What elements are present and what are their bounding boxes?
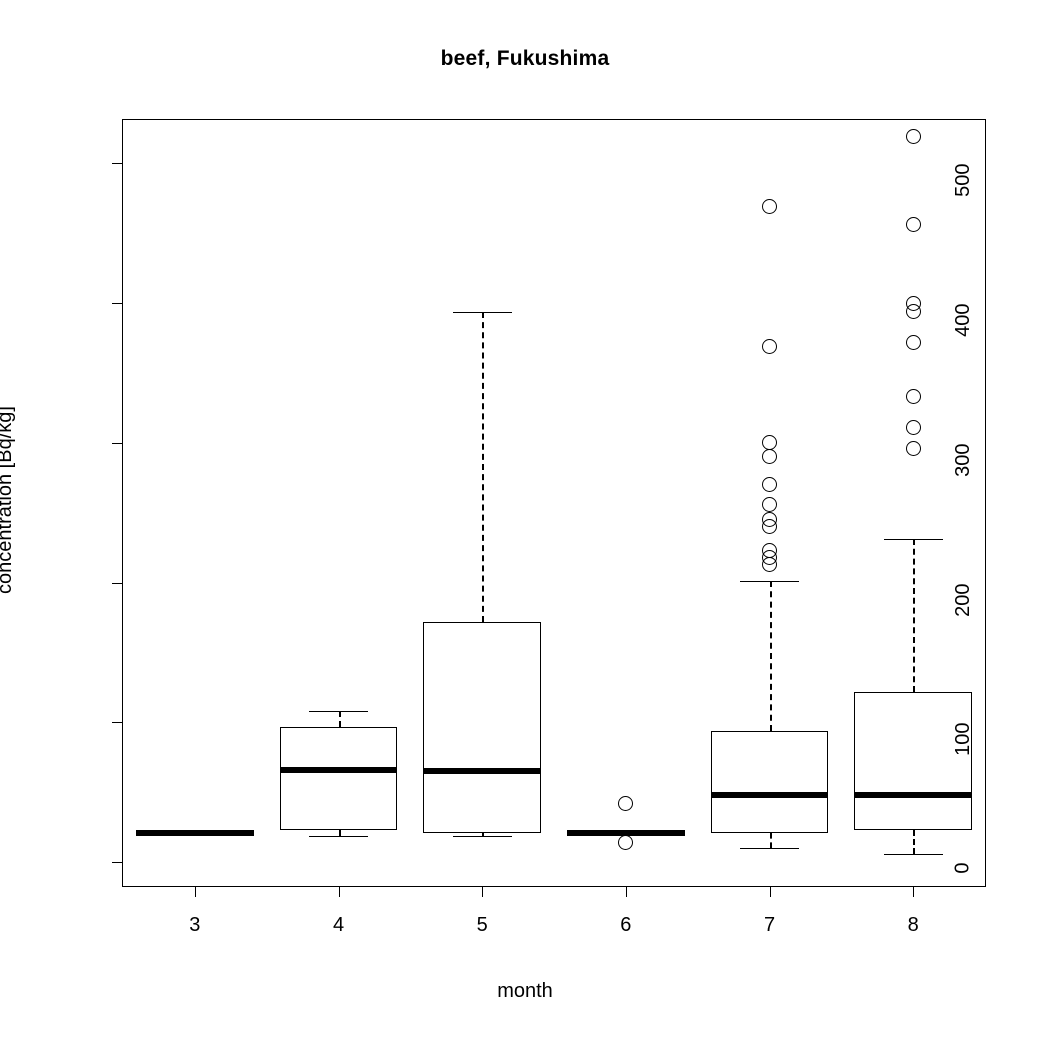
box-median-line (423, 768, 542, 775)
y-axis-tick-label: 400 (951, 303, 974, 337)
whisker-cap-upper (309, 711, 368, 713)
whisker-cap-lower (740, 848, 799, 850)
x-axis-tick-label: 8 (907, 914, 919, 936)
x-axis-label: month (497, 980, 553, 1002)
whisker-lower (913, 830, 916, 854)
x-axis-tick (625, 886, 627, 897)
box-median-line (135, 829, 254, 836)
boxplot-group (123, 120, 985, 886)
box-iqr (854, 691, 973, 831)
whisker-lower (482, 832, 485, 836)
y-axis-tick (112, 722, 123, 724)
plot-area (123, 120, 985, 886)
outlier-point (762, 338, 777, 354)
y-axis-tick-label: 300 (951, 443, 974, 477)
x-axis-tick (194, 886, 196, 897)
whisker-upper (482, 311, 485, 622)
boxplot-group (123, 120, 985, 886)
outlier-point (618, 796, 634, 812)
outlier-point (905, 334, 921, 350)
outlier-point (905, 129, 921, 145)
box-median-line (854, 792, 973, 799)
y-axis-tick (112, 303, 123, 305)
box-median-line (566, 829, 685, 836)
boxplot-group (123, 120, 985, 886)
outlier-point (905, 217, 921, 233)
chart-title: beef, Fukushima (440, 47, 610, 70)
whisker-cap-upper (883, 539, 943, 541)
outlier-point (762, 496, 777, 512)
outlier-point (905, 389, 921, 405)
y-axis-tick (112, 862, 123, 864)
outlier-point (618, 835, 634, 851)
whisker-upper (913, 539, 916, 692)
outlier-point (762, 199, 777, 215)
x-axis-tick (913, 886, 915, 897)
box-median-line (279, 766, 398, 773)
whisker-upper (769, 581, 772, 731)
x-axis-tick (769, 886, 771, 897)
x-axis-tick-label: 3 (189, 914, 201, 936)
whisker-cap-lower (883, 853, 943, 855)
outlier-point (762, 477, 777, 493)
x-axis-tick-label: 7 (763, 914, 776, 936)
box-median-line (710, 792, 829, 799)
outlier-point (762, 557, 777, 572)
y-axis-tick-label: 0 (951, 862, 974, 874)
y-axis-tick (112, 442, 123, 444)
outlier-point (762, 519, 777, 535)
outlier-point (905, 420, 921, 436)
outlier-point (905, 440, 921, 456)
whisker-cap-upper (740, 581, 799, 583)
y-axis-tick-label: 200 (951, 583, 974, 617)
boxplot-group (123, 120, 985, 886)
whisker-upper (338, 711, 341, 727)
plot-frame: 0 100 200 300 400 500 3 4 5 6 7 8 (112, 119, 986, 936)
x-axis-tick-label: 6 (620, 914, 632, 936)
y-axis-tick-label: 500 (951, 163, 974, 198)
box-iqr (710, 730, 829, 833)
x-axis-tick-label: 4 (332, 914, 345, 936)
boxplot-group (123, 120, 985, 886)
y-axis-tick (112, 163, 123, 165)
y-axis-tick-label: 100 (951, 722, 974, 757)
outlier-point (905, 304, 921, 319)
x-axis-tick (338, 886, 340, 897)
whisker-cap-upper (452, 311, 512, 313)
x-axis-tick (482, 886, 484, 897)
box-iqr (279, 726, 398, 831)
whisker-lower (338, 830, 341, 836)
box-iqr (423, 621, 542, 833)
whisker-cap-lower (309, 835, 368, 837)
x-axis-tick-label: 5 (476, 914, 488, 936)
y-axis-label: concentration [Bq/kg] (0, 406, 16, 594)
outlier-point (762, 449, 777, 465)
whisker-lower (769, 832, 772, 849)
y-axis-tick (112, 582, 123, 584)
boxplot-group (123, 120, 985, 886)
whisker-cap-lower (452, 835, 512, 837)
